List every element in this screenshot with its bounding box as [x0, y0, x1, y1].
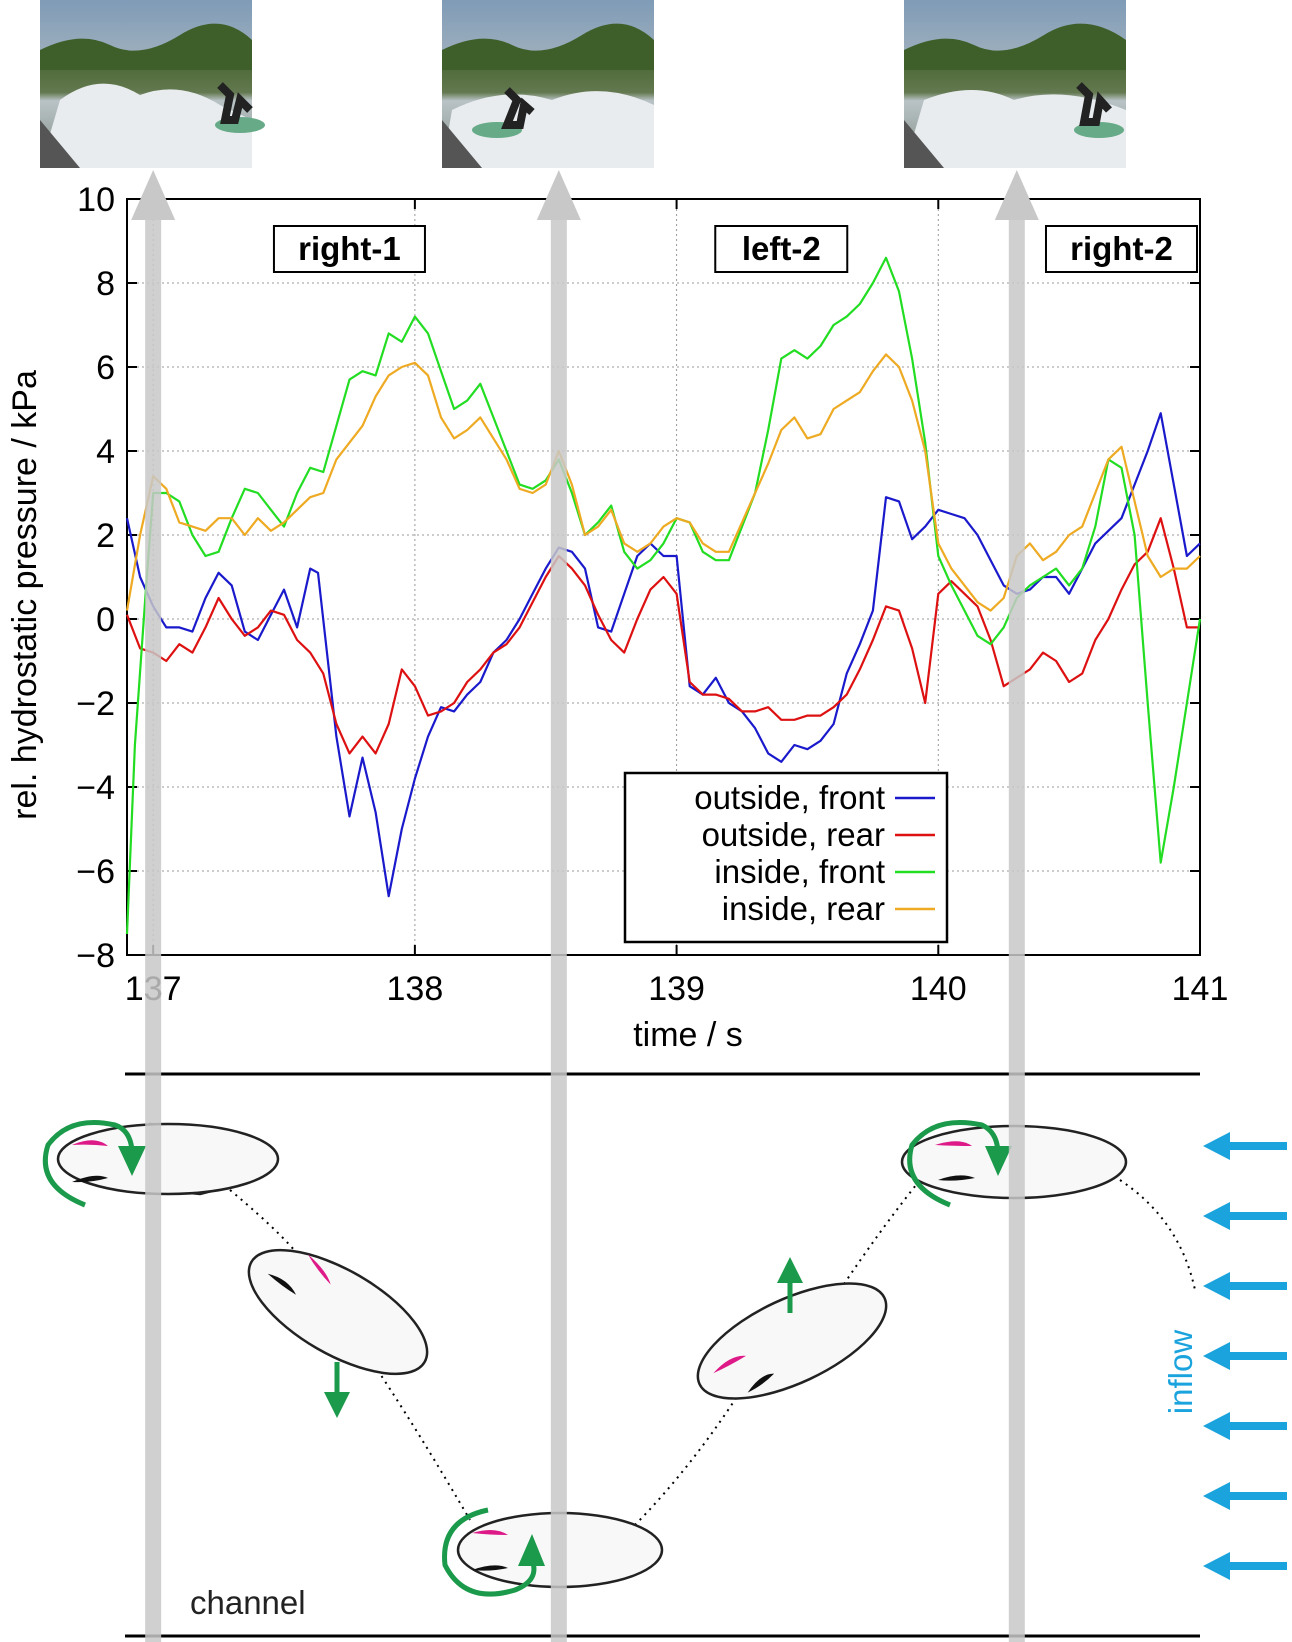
inflow-arrowhead-icon [1203, 1132, 1230, 1160]
phase-label: left-2 [742, 230, 821, 267]
photo-3 [904, 0, 1126, 168]
phase-labels: right-1 left-2 right-2 [272, 225, 1198, 273]
time-marker-arrowhead [994, 170, 1039, 220]
phase-label-box [1044, 225, 1198, 273]
x-tick-label: 141 [1172, 970, 1229, 1008]
legend-box [623, 771, 949, 944]
y-tick-label: −2 [76, 685, 115, 723]
fin-outside-icon [72, 1140, 108, 1146]
y-tick-label: 6 [96, 349, 115, 387]
y-tick-label: 4 [96, 433, 115, 471]
y-tick-label: −6 [76, 853, 115, 891]
trajectory-diagram: inflow channel [42, 1072, 1287, 1638]
rotation-arrow-icon [42, 1120, 135, 1208]
inflow-arrowhead-icon [1203, 1482, 1230, 1510]
y-tick-label: 2 [96, 517, 115, 555]
y-tick-label: 10 [77, 181, 115, 219]
trajectory-path [229, 1179, 1196, 1531]
move-arrow-down-icon [324, 1362, 350, 1418]
legend-label: outside, front [694, 779, 885, 816]
phase-label: right-1 [298, 230, 401, 267]
phase-label: right-2 [1070, 230, 1173, 267]
board-1 [42, 1120, 280, 1208]
y-tick-label: −8 [76, 937, 115, 975]
legend-label: outside, rear [702, 816, 885, 853]
y-ticks: 10 8 6 4 2 0 −2 −4 −6 −8 [76, 181, 1200, 975]
time-marker-bar [1008, 206, 1025, 1642]
inflow-arrowhead-icon [1203, 1202, 1230, 1230]
board-2 [247, 1248, 429, 1376]
series-line [125, 353, 1201, 612]
time-markers [131, 170, 1039, 1642]
inflow-arrowhead-icon [1203, 1412, 1230, 1440]
photo-1 [40, 0, 265, 168]
y-axis-label: rel. hydrostatic pressure / kPa [6, 370, 44, 820]
plot-frame [126, 198, 1201, 956]
phase-label-box [272, 225, 426, 273]
y-tick-label: 8 [96, 265, 115, 303]
inflow-label: inflow [1162, 1330, 1199, 1415]
legend-label: inside, front [714, 853, 885, 890]
x-tick-label: 140 [910, 970, 967, 1008]
time-marker-arrowhead [536, 170, 581, 220]
fin-inside-icon [72, 1175, 108, 1183]
x-axis-label: time / s [633, 1016, 743, 1054]
x-tick-label: 138 [387, 970, 444, 1008]
board-4 [696, 1282, 888, 1400]
photo-2 [442, 0, 654, 168]
time-marker-bar [550, 206, 567, 1642]
time-marker-bar [145, 206, 162, 1642]
inflow-arrowhead-icon [1203, 1272, 1230, 1300]
inflow-arrowhead-icon [1203, 1342, 1230, 1370]
legend-label: inside, rear [722, 890, 885, 927]
inflow-arrowhead-icon [1203, 1552, 1230, 1580]
x-tick-label: 139 [648, 970, 705, 1008]
inflow-arrows [1203, 1132, 1287, 1580]
y-tick-label: −4 [76, 769, 115, 807]
y-tick-label: 0 [96, 601, 115, 639]
channel-label: channel [190, 1584, 306, 1621]
time-marker-arrowhead [131, 170, 176, 220]
move-arrow-up-icon [777, 1257, 803, 1313]
phase-label-box [714, 225, 849, 273]
